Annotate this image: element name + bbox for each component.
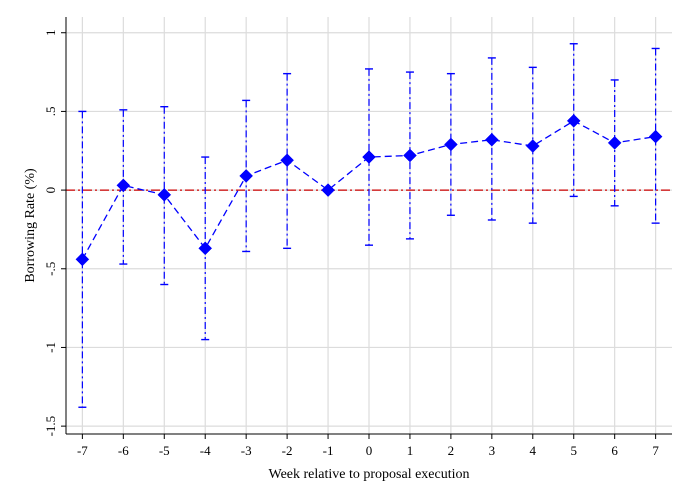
x-tick-label-10: 3	[489, 443, 496, 458]
y-tick-label-3: 0	[43, 187, 58, 194]
data-point-8	[403, 148, 417, 163]
x-tick-label-5: -2	[282, 443, 293, 458]
y-tick-label-5: 1	[43, 29, 58, 36]
data-point-13	[607, 136, 622, 150]
data-point-11	[525, 139, 540, 153]
x-tick-label-9: 2	[448, 443, 455, 458]
data-point-5	[280, 153, 294, 168]
data-point-3	[198, 241, 213, 256]
y-tick-label-1: -1	[43, 342, 58, 353]
y-tick-label-0: -1.5	[43, 416, 58, 437]
x-tick-label-12: 5	[570, 443, 577, 458]
x-tick-label-1: -6	[118, 443, 129, 458]
data-point-12	[566, 114, 581, 128]
data-points	[75, 114, 663, 267]
data-point-0	[75, 252, 90, 267]
y-tick-label-2: -.5	[43, 262, 58, 276]
x-tick-label-6: -1	[323, 443, 334, 458]
axes	[61, 17, 672, 439]
tick-labels: -1.5 -1 -.5 0 .5 1 -7 -6 -5 -4 -3 -2 -1 0 1 2 3 4 5 6 7	[43, 29, 659, 458]
x-tick-label-11: 4	[530, 443, 537, 458]
data-point-1	[116, 178, 131, 193]
x-tick-label-14: 7	[652, 443, 659, 458]
x-tick-label-0: -7	[77, 443, 88, 458]
data-point-14	[648, 129, 663, 144]
x-tick-label-2: -5	[159, 443, 170, 458]
y-axis-title: Borrowing Rate (%)	[23, 168, 38, 283]
x-tick-label-8: 1	[407, 443, 414, 458]
data-point-4	[239, 169, 254, 183]
x-tick-label-3: -4	[200, 443, 211, 458]
x-axis-title: Week relative to proposal execution	[268, 467, 469, 482]
y-tick-label-4: .5	[43, 107, 58, 117]
data-point-10	[484, 132, 499, 147]
x-tick-label-4: -3	[241, 443, 252, 458]
data-point-6	[321, 183, 335, 197]
data-point-7	[362, 150, 376, 164]
x-tick-label-7: 0	[366, 443, 373, 458]
x-tick-label-13: 6	[611, 443, 618, 458]
data-point-9	[444, 137, 458, 152]
data-point-2	[157, 187, 172, 202]
